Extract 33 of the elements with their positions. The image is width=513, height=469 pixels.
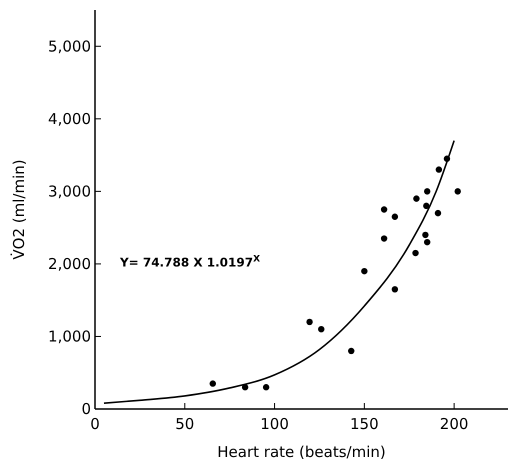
point [306, 318, 313, 326]
point [423, 202, 430, 210]
point [434, 210, 442, 216]
x-tick-label: 100 [260, 415, 289, 433]
point [413, 195, 420, 202]
point [380, 235, 388, 242]
y-tick-label: 1,000 [48, 327, 91, 346]
line-series [103, 140, 455, 404]
point [361, 268, 368, 274]
point [412, 250, 419, 256]
point [392, 286, 398, 292]
x-tick-label: 50 [175, 415, 194, 433]
point [392, 214, 398, 220]
annotation: Y= 74.788 X 1.0197$^{X}$ [118, 254, 260, 270]
x-tick-label: 150 [350, 415, 379, 433]
x-tick-label: 200 [440, 415, 468, 433]
point [318, 326, 324, 332]
y-tick-label: 2,000 [48, 254, 91, 273]
y-tick-label: 5,000 [48, 37, 91, 56]
point [348, 348, 354, 354]
point [422, 232, 429, 238]
point [436, 166, 442, 173]
point [424, 238, 430, 246]
point [380, 206, 388, 213]
y-tick-label: 4,000 [48, 110, 91, 128]
y-tick-label: 3,000 [48, 182, 91, 200]
y-tick-label: 0 [81, 400, 91, 418]
point [454, 188, 461, 195]
point [262, 384, 270, 390]
x-axis-title: Heart rate (beats/min) [217, 443, 386, 461]
point [424, 188, 430, 195]
point [210, 380, 216, 387]
y-axis-title: V̇O2 (ml/min) [10, 159, 28, 260]
